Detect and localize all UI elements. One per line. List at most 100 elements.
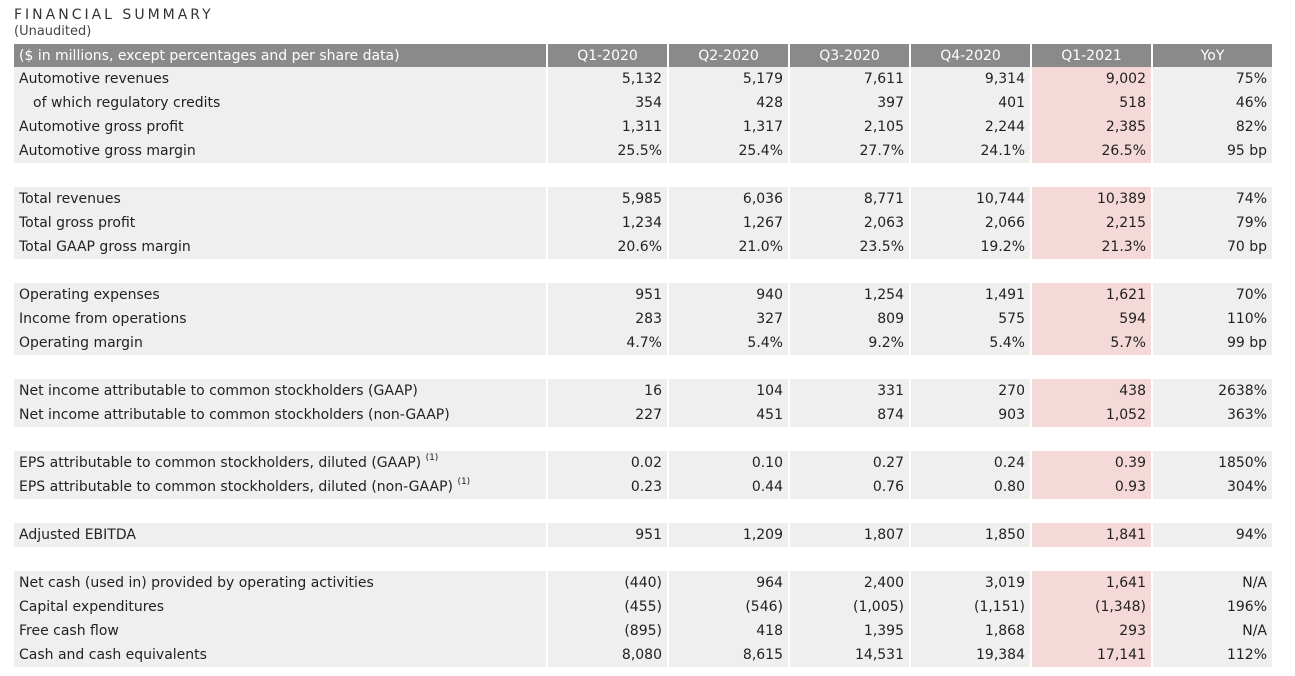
value-cell-q1-2021: 21.3% (1031, 235, 1153, 259)
value-cell-q3-2020: 0.76 (789, 475, 911, 499)
value-cell-q4-2020: 1,868 (910, 619, 1032, 643)
value-cell-q4-2020: 1,850 (910, 523, 1032, 547)
value-cell-q1-2021: 293 (1031, 619, 1153, 643)
value-cell-q1-2021: (1,348) (1031, 595, 1153, 619)
row-label-cell: Net cash (used in) provided by operating… (14, 571, 548, 595)
value-cell-yoy: 196% (1152, 595, 1272, 619)
value-cell-q1-2020: 951 (547, 523, 669, 547)
table-header-row: ($ in millions, except percentages and p… (14, 44, 1272, 67)
table-row: Automotive gross profit 1,311 1,317 2,105 2,… (14, 115, 1272, 139)
row-label: Net income attributable to common stockh… (19, 383, 418, 399)
value-cell-q4-2020: 19.2% (910, 235, 1032, 259)
value-cell-q2-2020: 104 (668, 379, 790, 403)
value-cell-q1-2021: 5.7% (1031, 331, 1153, 355)
value-cell-q2-2020: 6,036 (668, 187, 790, 211)
value-cell-yoy: 82% (1152, 115, 1272, 139)
value-cell-q1-2021: 1,052 (1031, 403, 1153, 427)
group-spacer (14, 499, 1272, 523)
group-spacer (14, 163, 1272, 187)
footnote-marker: (1) (425, 453, 439, 463)
group-spacer (14, 259, 1272, 283)
value-cell-q4-2020: 3,019 (910, 571, 1032, 595)
value-cell-q2-2020: 1,317 (668, 115, 790, 139)
table-row: Total GAAP gross margin 20.6% 21.0% 23.5% 19… (14, 235, 1272, 259)
value-cell-q1-2021: 0.39 (1031, 451, 1153, 475)
value-cell-q1-2020: 951 (547, 283, 669, 307)
value-cell-yoy: 110% (1152, 307, 1272, 331)
value-cell-q1-2020: 5,985 (547, 187, 669, 211)
value-cell-q2-2020: 0.10 (668, 451, 790, 475)
value-cell-q1-2021: 1,641 (1031, 571, 1153, 595)
row-label: Total GAAP gross margin (19, 239, 191, 255)
value-cell-q1-2021: 0.93 (1031, 475, 1153, 499)
row-label: Total revenues (19, 191, 121, 207)
row-label: Net income attributable to common stockh… (19, 407, 450, 423)
value-cell-q3-2020: 331 (789, 379, 911, 403)
table-row: Free cash flow (895) 418 1,395 1,868 293 N/A (14, 619, 1272, 643)
table-row: Cash and cash equivalents 8,080 8,615 14,53… (14, 643, 1272, 667)
row-label-cell: Free cash flow (14, 619, 548, 643)
row-label-cell: EPS attributable to common stockholders,… (14, 475, 548, 499)
value-cell-q4-2020: (1,151) (910, 595, 1032, 619)
value-cell-q1-2020: 1,311 (547, 115, 669, 139)
value-cell-q2-2020: 25.4% (668, 139, 790, 163)
value-cell-q1-2021: 2,385 (1031, 115, 1153, 139)
value-cell-q2-2020: (546) (668, 595, 790, 619)
value-cell-yoy: 95 bp (1152, 139, 1272, 163)
value-cell-q2-2020: 428 (668, 91, 790, 115)
row-label: Total gross profit (19, 215, 136, 231)
row-label: Operating expenses (19, 287, 160, 303)
table-row: Adjusted EBITDA 951 1,209 1,807 1,850 1,841 94… (14, 523, 1272, 547)
value-cell-q3-2020: 27.7% (789, 139, 911, 163)
value-cell-q1-2020: 1,234 (547, 211, 669, 235)
value-cell-q2-2020: 8,615 (668, 643, 790, 667)
row-label-cell: Net income attributable to common stockh… (14, 379, 548, 403)
value-cell-q2-2020: 0.44 (668, 475, 790, 499)
value-cell-q3-2020: 1,254 (789, 283, 911, 307)
value-cell-q1-2020: 227 (547, 403, 669, 427)
row-label-cell: Automotive revenues (14, 67, 548, 91)
value-cell-q1-2021: 17,141 (1031, 643, 1153, 667)
column-header-q1-2020: Q1-2020 (547, 44, 669, 67)
group-spacer (14, 355, 1272, 379)
row-label: Capital expenditures (19, 599, 165, 615)
value-cell-yoy: 112% (1152, 643, 1272, 667)
column-header-yoy: YoY (1152, 44, 1272, 67)
value-cell-q3-2020: (1,005) (789, 595, 911, 619)
column-header-q3-2020: Q3-2020 (789, 44, 911, 67)
footnote-marker: (1) (457, 477, 471, 487)
row-label: Net cash (used in) provided by operating… (19, 575, 374, 591)
value-cell-yoy: 2638% (1152, 379, 1272, 403)
value-cell-q4-2020: 24.1% (910, 139, 1032, 163)
value-cell-q2-2020: 418 (668, 619, 790, 643)
table-row: Operating expenses 951 940 1,254 1,491 1,621 7… (14, 283, 1272, 307)
value-cell-q4-2020: 10,744 (910, 187, 1032, 211)
row-label: Operating margin (19, 335, 143, 351)
value-cell-yoy: 74% (1152, 187, 1272, 211)
value-cell-q4-2020: 5.4% (910, 331, 1032, 355)
value-cell-yoy: 75% (1152, 67, 1272, 91)
value-cell-yoy: 363% (1152, 403, 1272, 427)
value-cell-q1-2021: 9,002 (1031, 67, 1153, 91)
group-spacer (14, 547, 1272, 571)
column-header-q1-2021: Q1-2021 (1031, 44, 1153, 67)
value-cell-q3-2020: 2,063 (789, 211, 911, 235)
value-cell-yoy: N/A (1152, 571, 1272, 595)
value-cell-q1-2021: 1,621 (1031, 283, 1153, 307)
row-label-cell: Total GAAP gross margin (14, 235, 548, 259)
value-cell-q4-2020: 9,314 (910, 67, 1032, 91)
page-subtitle: (Unaudited) (14, 24, 92, 39)
value-cell-q3-2020: 9.2% (789, 331, 911, 355)
value-cell-q3-2020: 874 (789, 403, 911, 427)
table-row: of which regulatory credits 354 428 397 401 5… (14, 91, 1272, 115)
value-cell-yoy: 99 bp (1152, 331, 1272, 355)
value-cell-q1-2020: 4.7% (547, 331, 669, 355)
value-cell-yoy: 70 bp (1152, 235, 1272, 259)
value-cell-q2-2020: 451 (668, 403, 790, 427)
value-cell-q4-2020: 0.80 (910, 475, 1032, 499)
financial-summary-table: ($ in millions, except percentages and p… (14, 44, 1272, 667)
row-label-cell: Operating margin (14, 331, 548, 355)
value-cell-yoy: 304% (1152, 475, 1272, 499)
column-header-q4-2020: Q4-2020 (910, 44, 1032, 67)
row-label: EPS attributable to common stockholders,… (19, 455, 422, 471)
